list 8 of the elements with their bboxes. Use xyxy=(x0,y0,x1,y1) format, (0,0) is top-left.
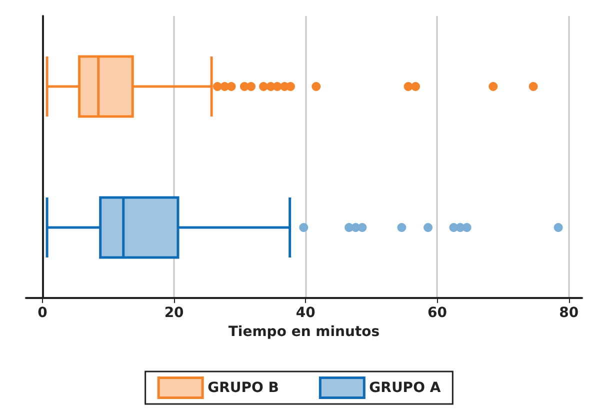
x-tick-label: 80 xyxy=(559,305,579,321)
legend-label: GRUPO B xyxy=(208,380,279,396)
x-tick-label: 60 xyxy=(428,305,448,321)
x-axis-title: Tiempo en minutos xyxy=(228,324,380,340)
x-tick-label: 0 xyxy=(38,305,48,321)
x-tick-label: 40 xyxy=(296,305,316,321)
x-tick-label: 20 xyxy=(164,305,184,321)
legend-label: GRUPO A xyxy=(369,380,441,396)
